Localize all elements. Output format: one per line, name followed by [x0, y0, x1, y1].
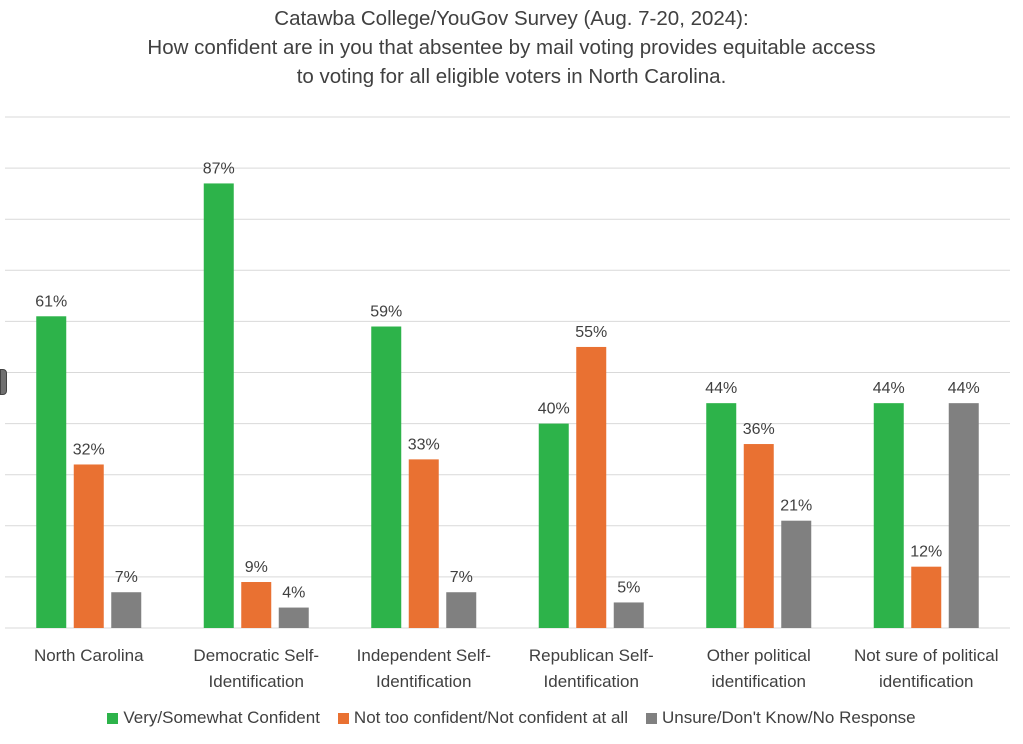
resize-handle[interactable] — [0, 369, 7, 395]
bar — [576, 346, 607, 628]
data-label: 21% — [780, 498, 812, 515]
legend: Very/Somewhat Confident Not too confiden… — [0, 708, 1023, 728]
legend-swatch — [645, 712, 657, 724]
title-line: How confident are in you that absentee b… — [147, 36, 876, 59]
legend-item: Unsure/Don't Know/No Response — [645, 708, 916, 728]
category-label: identification — [711, 672, 806, 691]
category-label: North Carolina — [34, 646, 144, 665]
category-label: Republican Self- — [529, 646, 654, 665]
bar — [446, 592, 477, 628]
legend-label: Unsure/Don't Know/No Response — [661, 708, 916, 727]
data-label: 7% — [450, 569, 473, 586]
data-label: 87% — [203, 160, 235, 177]
data-label: 36% — [743, 421, 775, 438]
data-label: 61% — [35, 293, 67, 310]
bar — [613, 602, 644, 628]
data-label: 7% — [115, 569, 138, 586]
data-label: 40% — [538, 401, 570, 418]
category-label: Democratic Self- — [193, 646, 319, 665]
category-label: Independent Self- — [357, 646, 491, 665]
data-label: 32% — [73, 441, 105, 458]
category-label: Identification — [209, 672, 304, 691]
category-label: Other political — [707, 646, 811, 665]
bar — [111, 592, 142, 628]
bar — [781, 520, 812, 628]
legend-item: Very/Somewhat Confident — [107, 708, 320, 728]
bar — [241, 582, 272, 628]
data-label: 44% — [873, 380, 905, 397]
bar — [408, 459, 439, 628]
bar — [538, 423, 569, 628]
data-label: 4% — [282, 585, 305, 602]
data-label: 5% — [617, 579, 640, 596]
legend-swatch — [337, 712, 349, 724]
bar — [278, 607, 309, 628]
bar — [911, 566, 942, 628]
data-label: 9% — [245, 559, 268, 576]
category-label: Not sure of political — [854, 646, 999, 665]
data-label: 44% — [948, 380, 980, 397]
data-label: 55% — [575, 324, 607, 341]
bar — [36, 316, 67, 628]
bar — [948, 403, 979, 628]
bar — [706, 403, 737, 628]
legend-label: Not too confident/Not confident at all — [353, 708, 628, 727]
title-line: Catawba College/YouGov Survey (Aug. 7-20… — [274, 7, 749, 30]
bar — [873, 403, 904, 628]
data-label: 33% — [408, 436, 440, 453]
data-label: 44% — [705, 380, 737, 397]
bar — [203, 183, 234, 628]
legend-item: Not too confident/Not confident at all — [337, 708, 628, 728]
chart-title: Catawba College/YouGov Survey (Aug. 7-20… — [0, 4, 1023, 91]
title-line: to voting for all eligible voters in Nor… — [296, 65, 727, 88]
legend-label: Very/Somewhat Confident — [123, 708, 320, 727]
data-label: 59% — [370, 304, 402, 321]
bar — [743, 444, 774, 628]
legend-swatch — [107, 712, 119, 724]
bar — [73, 464, 104, 628]
bar — [371, 326, 402, 628]
data-label: 12% — [910, 544, 942, 561]
category-label: Identification — [544, 672, 639, 691]
category-label: identification — [879, 672, 974, 691]
category-label: Identification — [376, 672, 471, 691]
